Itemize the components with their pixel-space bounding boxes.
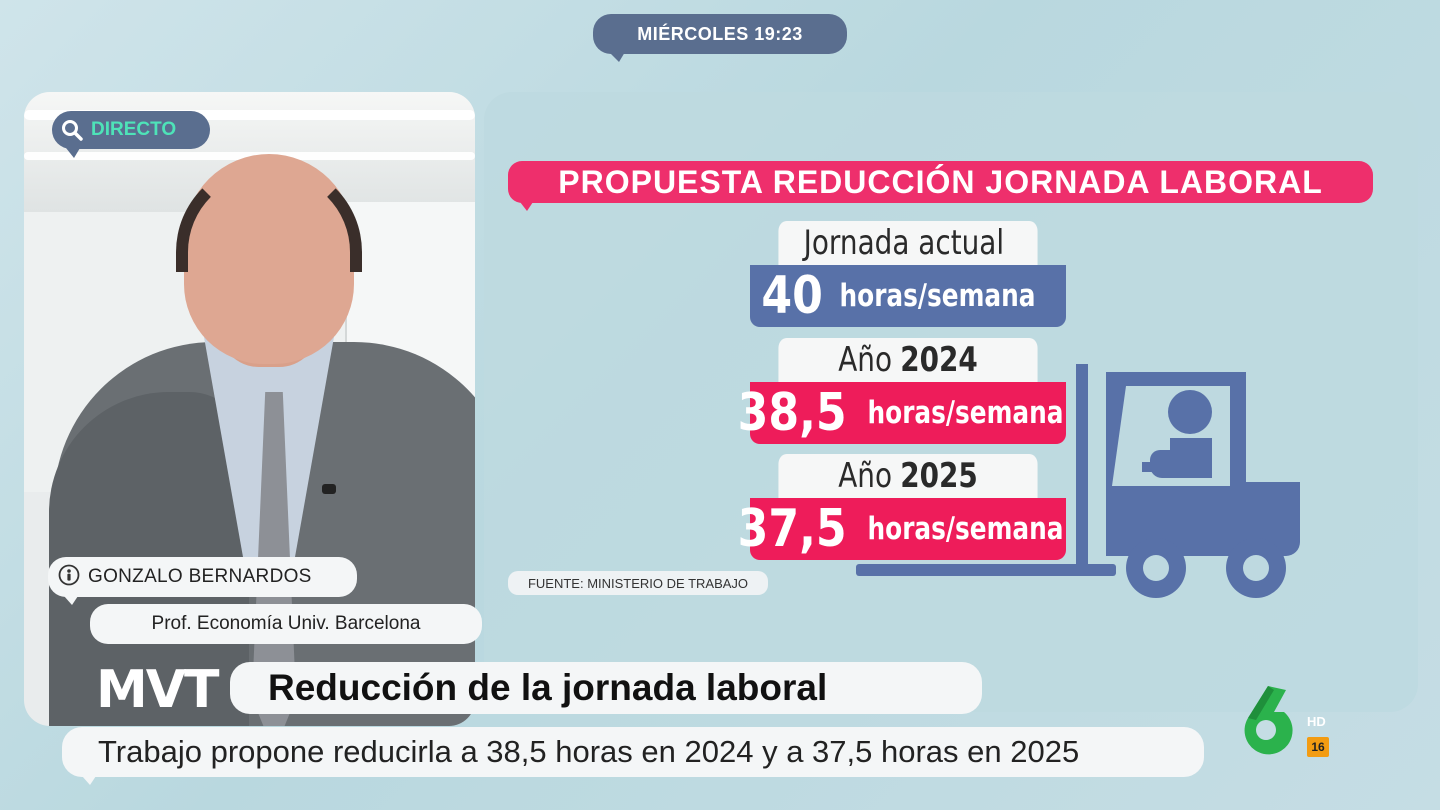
hours-box-value: 38,5 horas/semana (738, 382, 1066, 444)
hd-label: HD (1307, 714, 1326, 729)
video-ceiling-light (24, 110, 475, 120)
source-label: FUENTE: MINISTERIO DE TRABAJO (508, 571, 768, 595)
time-badge: MIÉRCOLES 19:23 (593, 14, 847, 62)
hours-box-label: Año 2024 (778, 338, 1038, 382)
hours-box-label: Jornada actual (778, 221, 1038, 265)
channel-logo-icon (1234, 684, 1298, 761)
hours-box-value: 40 horas/semana (750, 265, 1066, 327)
info-icon (58, 564, 80, 591)
program-logo: MVT (96, 660, 219, 720)
hours-box-label: Año 2025 (778, 454, 1038, 498)
hours-box-2024: Año 2024 38,5 horas/semana (738, 338, 1066, 444)
guest-title: Prof. Economía Univ. Barcelona (90, 604, 482, 644)
hours-box-value: 37,5 horas/semana (738, 498, 1066, 560)
forklift-icon (850, 352, 1310, 607)
headline: Reducción de la jornada laboral (230, 662, 982, 714)
guest-name: GONZALO BERNARDOS (88, 566, 312, 587)
age-rating-badge: 16 (1307, 737, 1329, 757)
search-icon (58, 116, 86, 144)
live-label: DIRECTO (91, 119, 177, 140)
infographic-title: PROPUESTA REDUCCIÓN JORNADA LABORAL (508, 161, 1373, 211)
lapel-mic (322, 484, 336, 494)
live-badge: DIRECTO (52, 111, 210, 158)
hours-box-2025: Año 2025 37,5 horas/semana (738, 454, 1066, 560)
hours-box-current: Jornada actual 40 horas/semana (750, 221, 1066, 327)
guest-name-plate: GONZALO BERNARDOS (48, 557, 357, 605)
subheadline: Trabajo propone reducirla a 38,5 horas e… (62, 727, 1204, 785)
